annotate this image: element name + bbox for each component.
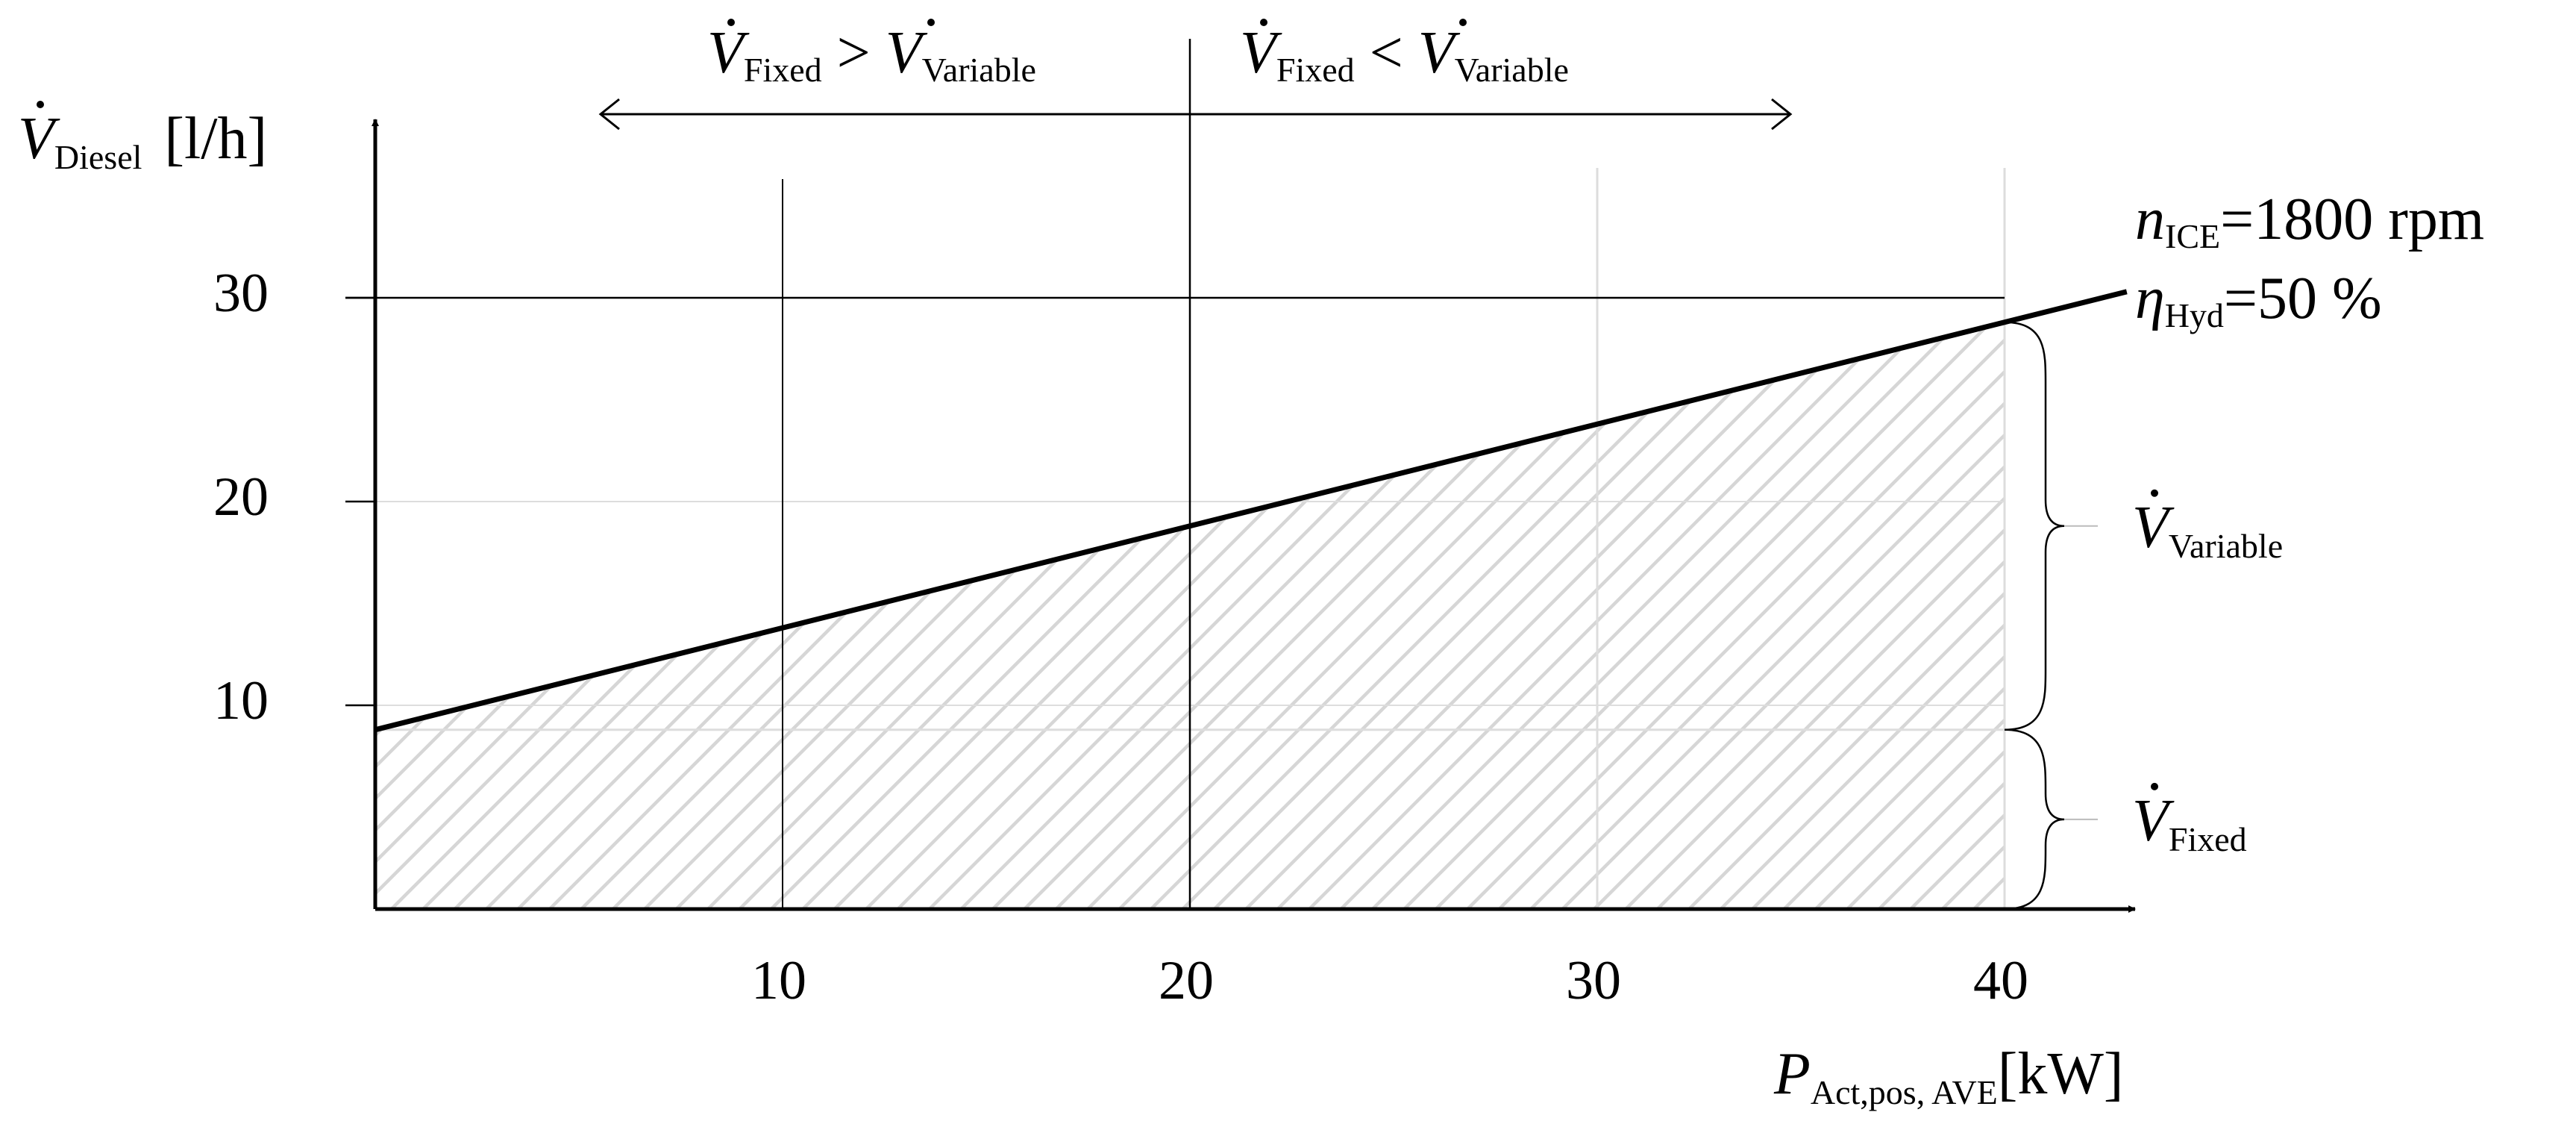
comparison-right-op: < (1355, 20, 1418, 86)
param-1-value: =50 % (2224, 266, 2382, 331)
brace-variable (2004, 321, 2065, 731)
label-fixed: VFixed (2132, 788, 2247, 858)
x-tick-label-10: 10 (751, 950, 806, 1011)
comparison-right-dot-rhs (1459, 19, 1467, 26)
param-0-main: n (2135, 187, 2165, 252)
comparison-left-op: > (822, 20, 886, 86)
comparison-right-dot-lhs (1260, 19, 1267, 26)
comparison-right: VFixed < VVariable (1240, 20, 1569, 89)
label-variable-main: V (2132, 495, 2175, 561)
label-fixed-main: V (2132, 788, 2175, 854)
param-0-value: =1800 rpm (2220, 187, 2484, 252)
x-axis-label-main: P (1773, 1041, 1811, 1107)
param-0: nICE=1800 rpm (2135, 187, 2484, 255)
series-line (375, 289, 2128, 733)
x-tick-label-20: 20 (1159, 950, 1214, 1011)
y-tick-label-20: 20 (213, 466, 269, 528)
x-axis-label-unit: [kW] (1998, 1041, 2124, 1107)
x-tick-label-30: 30 (1566, 950, 1621, 1011)
x-axis-label-sub: Act,pos, AVE (1811, 1073, 1998, 1111)
comparison-left-dot-lhs (727, 19, 735, 26)
comparison-left-lhs-sub: Fixed (744, 51, 822, 89)
comparison-right-lhs-main: V (1240, 20, 1282, 86)
comparison-left-rhs-sub: Variable (922, 51, 1036, 89)
comparison-left-dot-rhs (927, 19, 935, 26)
label-fixed-dot (2151, 782, 2158, 790)
label-fixed-sub: Fixed (2169, 820, 2247, 858)
y-axis-label-main: V (18, 106, 60, 172)
y-axis-label-unit: [l/h] (164, 106, 267, 172)
x-axis-label: PAct,pos, AVE[kW] (1773, 1041, 2124, 1111)
brace-fixed (2004, 728, 2065, 911)
comparison-right-lhs-sub: Fixed (1276, 51, 1355, 89)
y-tick-label-10: 10 (213, 670, 269, 731)
param-1-sub: Hyd (2165, 296, 2224, 334)
series-layer (375, 289, 2128, 733)
x-tick-label-40: 40 (1973, 950, 2028, 1011)
axes-layer (345, 119, 2136, 913)
y-axis-label-sub: Diesel (54, 138, 142, 176)
label-variable-sub: Variable (2169, 527, 2283, 565)
label-variable: VVariable (2132, 495, 2283, 565)
y-label-dot (37, 101, 44, 108)
grid-layer (345, 39, 2006, 909)
label-variable-dot (2151, 489, 2158, 497)
arrow-left-head (598, 98, 620, 131)
y-tick-label-30: 30 (213, 263, 269, 324)
param-1: ηHyd=50 % (2135, 266, 2382, 334)
param-1-main: η (2135, 266, 2165, 331)
arrow-right-head (1771, 98, 1793, 131)
comparison-left: VFixed > VVariable (707, 20, 1036, 89)
comparison-left-lhs-main: V (707, 20, 750, 86)
comparison-right-rhs-main: V (1418, 20, 1461, 86)
y-axis-label: VDiesel [l/h] (18, 106, 267, 176)
param-0-sub: ICE (2165, 217, 2220, 255)
comparison-left-rhs-main: V (886, 20, 928, 86)
comparison-right-rhs-sub: Variable (1455, 51, 1569, 89)
